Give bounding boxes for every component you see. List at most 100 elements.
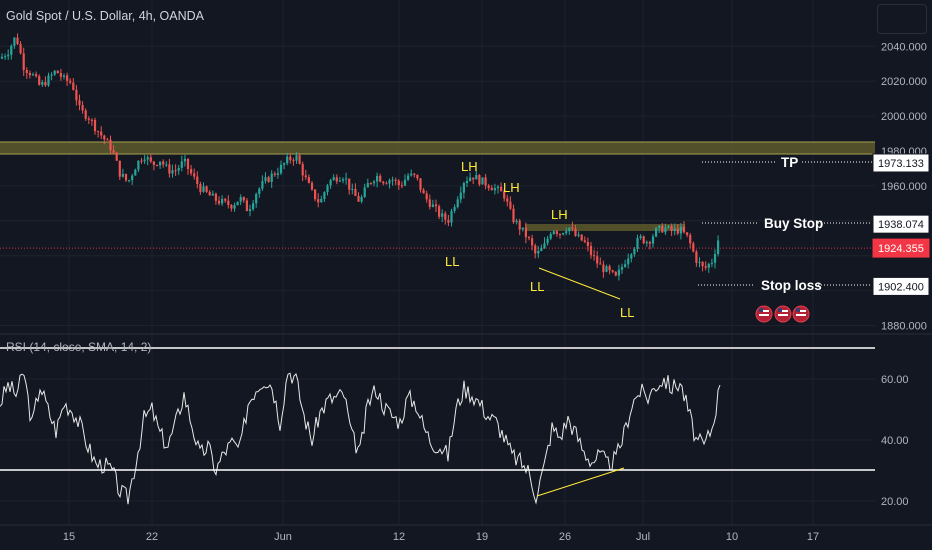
candle-body (531, 238, 534, 246)
candle-body (360, 196, 363, 202)
candle-body (410, 173, 413, 176)
candle-body (314, 189, 317, 200)
candle-body (558, 233, 562, 235)
candle-body (267, 177, 270, 183)
candle-body (363, 187, 366, 197)
candle-body (624, 264, 627, 267)
candle-body (577, 234, 580, 236)
candle-body (62, 75, 66, 77)
candle-body (469, 177, 472, 181)
candle-body (500, 186, 503, 192)
candle-body (555, 231, 558, 234)
stop-loss-price-tag-box (872, 276, 930, 296)
symbol-title[interactable]: Gold Spot / U.S. Dollar, 4h, OANDA (6, 9, 204, 23)
candles-layer (0, 33, 720, 281)
candle-body (25, 69, 28, 73)
candle-body (264, 177, 267, 182)
candle-body (589, 246, 593, 256)
candle-body (252, 203, 255, 210)
candle-body (515, 220, 518, 223)
candle-body (208, 191, 211, 196)
candle-body (655, 227, 658, 237)
candle-body (658, 225, 661, 228)
candle-body (69, 80, 72, 83)
tp-price-tag-box (872, 153, 930, 173)
candle-body (78, 100, 81, 106)
zones-layer (0, 141, 875, 249)
candle-body (357, 195, 360, 202)
candle-body (4, 56, 7, 58)
candle-body (580, 234, 583, 241)
candle-body (645, 242, 648, 244)
time-axis-label: 15 (63, 531, 75, 543)
candle-body (106, 139, 109, 141)
candle-body (438, 206, 441, 217)
ll-label: LL (445, 254, 459, 269)
candle-body (459, 192, 462, 200)
candle-body (403, 179, 407, 186)
candle-body (428, 199, 431, 207)
candle-body (97, 131, 100, 133)
candle-body (292, 160, 295, 162)
candle-body (177, 167, 180, 171)
candle-body (112, 150, 115, 153)
time-axis-label: 19 (476, 531, 488, 543)
top-right-widget[interactable] (877, 4, 927, 34)
candle-body (276, 173, 279, 175)
axis-layer: 2040.0002020.0002000.0001980.0001960.000… (63, 41, 930, 543)
candle-body (236, 201, 239, 206)
candle-body (149, 157, 152, 162)
candle-body (298, 155, 301, 164)
candle-body (168, 164, 171, 174)
candle-body (562, 233, 565, 235)
candle-body (323, 192, 326, 199)
candle-body (103, 135, 106, 140)
candle-body (13, 37, 16, 46)
rsi-title[interactable]: RSI (14, close, SMA, 14, 2) (6, 340, 152, 354)
candle-body (301, 163, 304, 176)
candle-body (453, 207, 456, 211)
candle-body (10, 45, 13, 55)
us-flag-event-icon (755, 305, 773, 323)
candle-body (140, 160, 143, 162)
candle-body (496, 186, 500, 189)
candle-body (248, 209, 252, 212)
candle-body (493, 188, 496, 191)
candle-body (574, 228, 577, 236)
candle-body (642, 236, 645, 244)
candle-body (673, 228, 676, 232)
candle-body (512, 208, 515, 223)
candle-body (540, 248, 543, 252)
candle-body (593, 255, 596, 257)
candle-body (152, 161, 155, 165)
candle-body (41, 82, 44, 85)
candle-body (431, 204, 434, 207)
candle-body (28, 72, 31, 76)
tp-label: TP (781, 155, 798, 170)
candle-body (444, 213, 447, 220)
candle-body (503, 191, 506, 199)
candle-body (109, 139, 112, 151)
candle-body (279, 164, 283, 174)
candle-body (382, 181, 385, 184)
candle-body (332, 177, 335, 181)
candle-body (345, 178, 348, 180)
candle-body (676, 228, 679, 234)
candle-body (341, 179, 345, 181)
candle-body (639, 236, 642, 239)
candle-body (490, 187, 493, 191)
candle-body (661, 225, 664, 233)
candle-body (186, 158, 190, 169)
candle-body (568, 227, 571, 232)
candle-body (651, 236, 655, 244)
candle-body (118, 160, 121, 177)
price-divergence-line (538, 267, 621, 300)
buy-stop-label: Buy Stop (764, 216, 823, 231)
candle-body (602, 264, 605, 272)
flag-stripe (796, 314, 806, 316)
candle-body (81, 105, 84, 111)
flag-stripe (778, 314, 788, 316)
candle-body (230, 205, 233, 209)
candle-body (596, 256, 599, 264)
